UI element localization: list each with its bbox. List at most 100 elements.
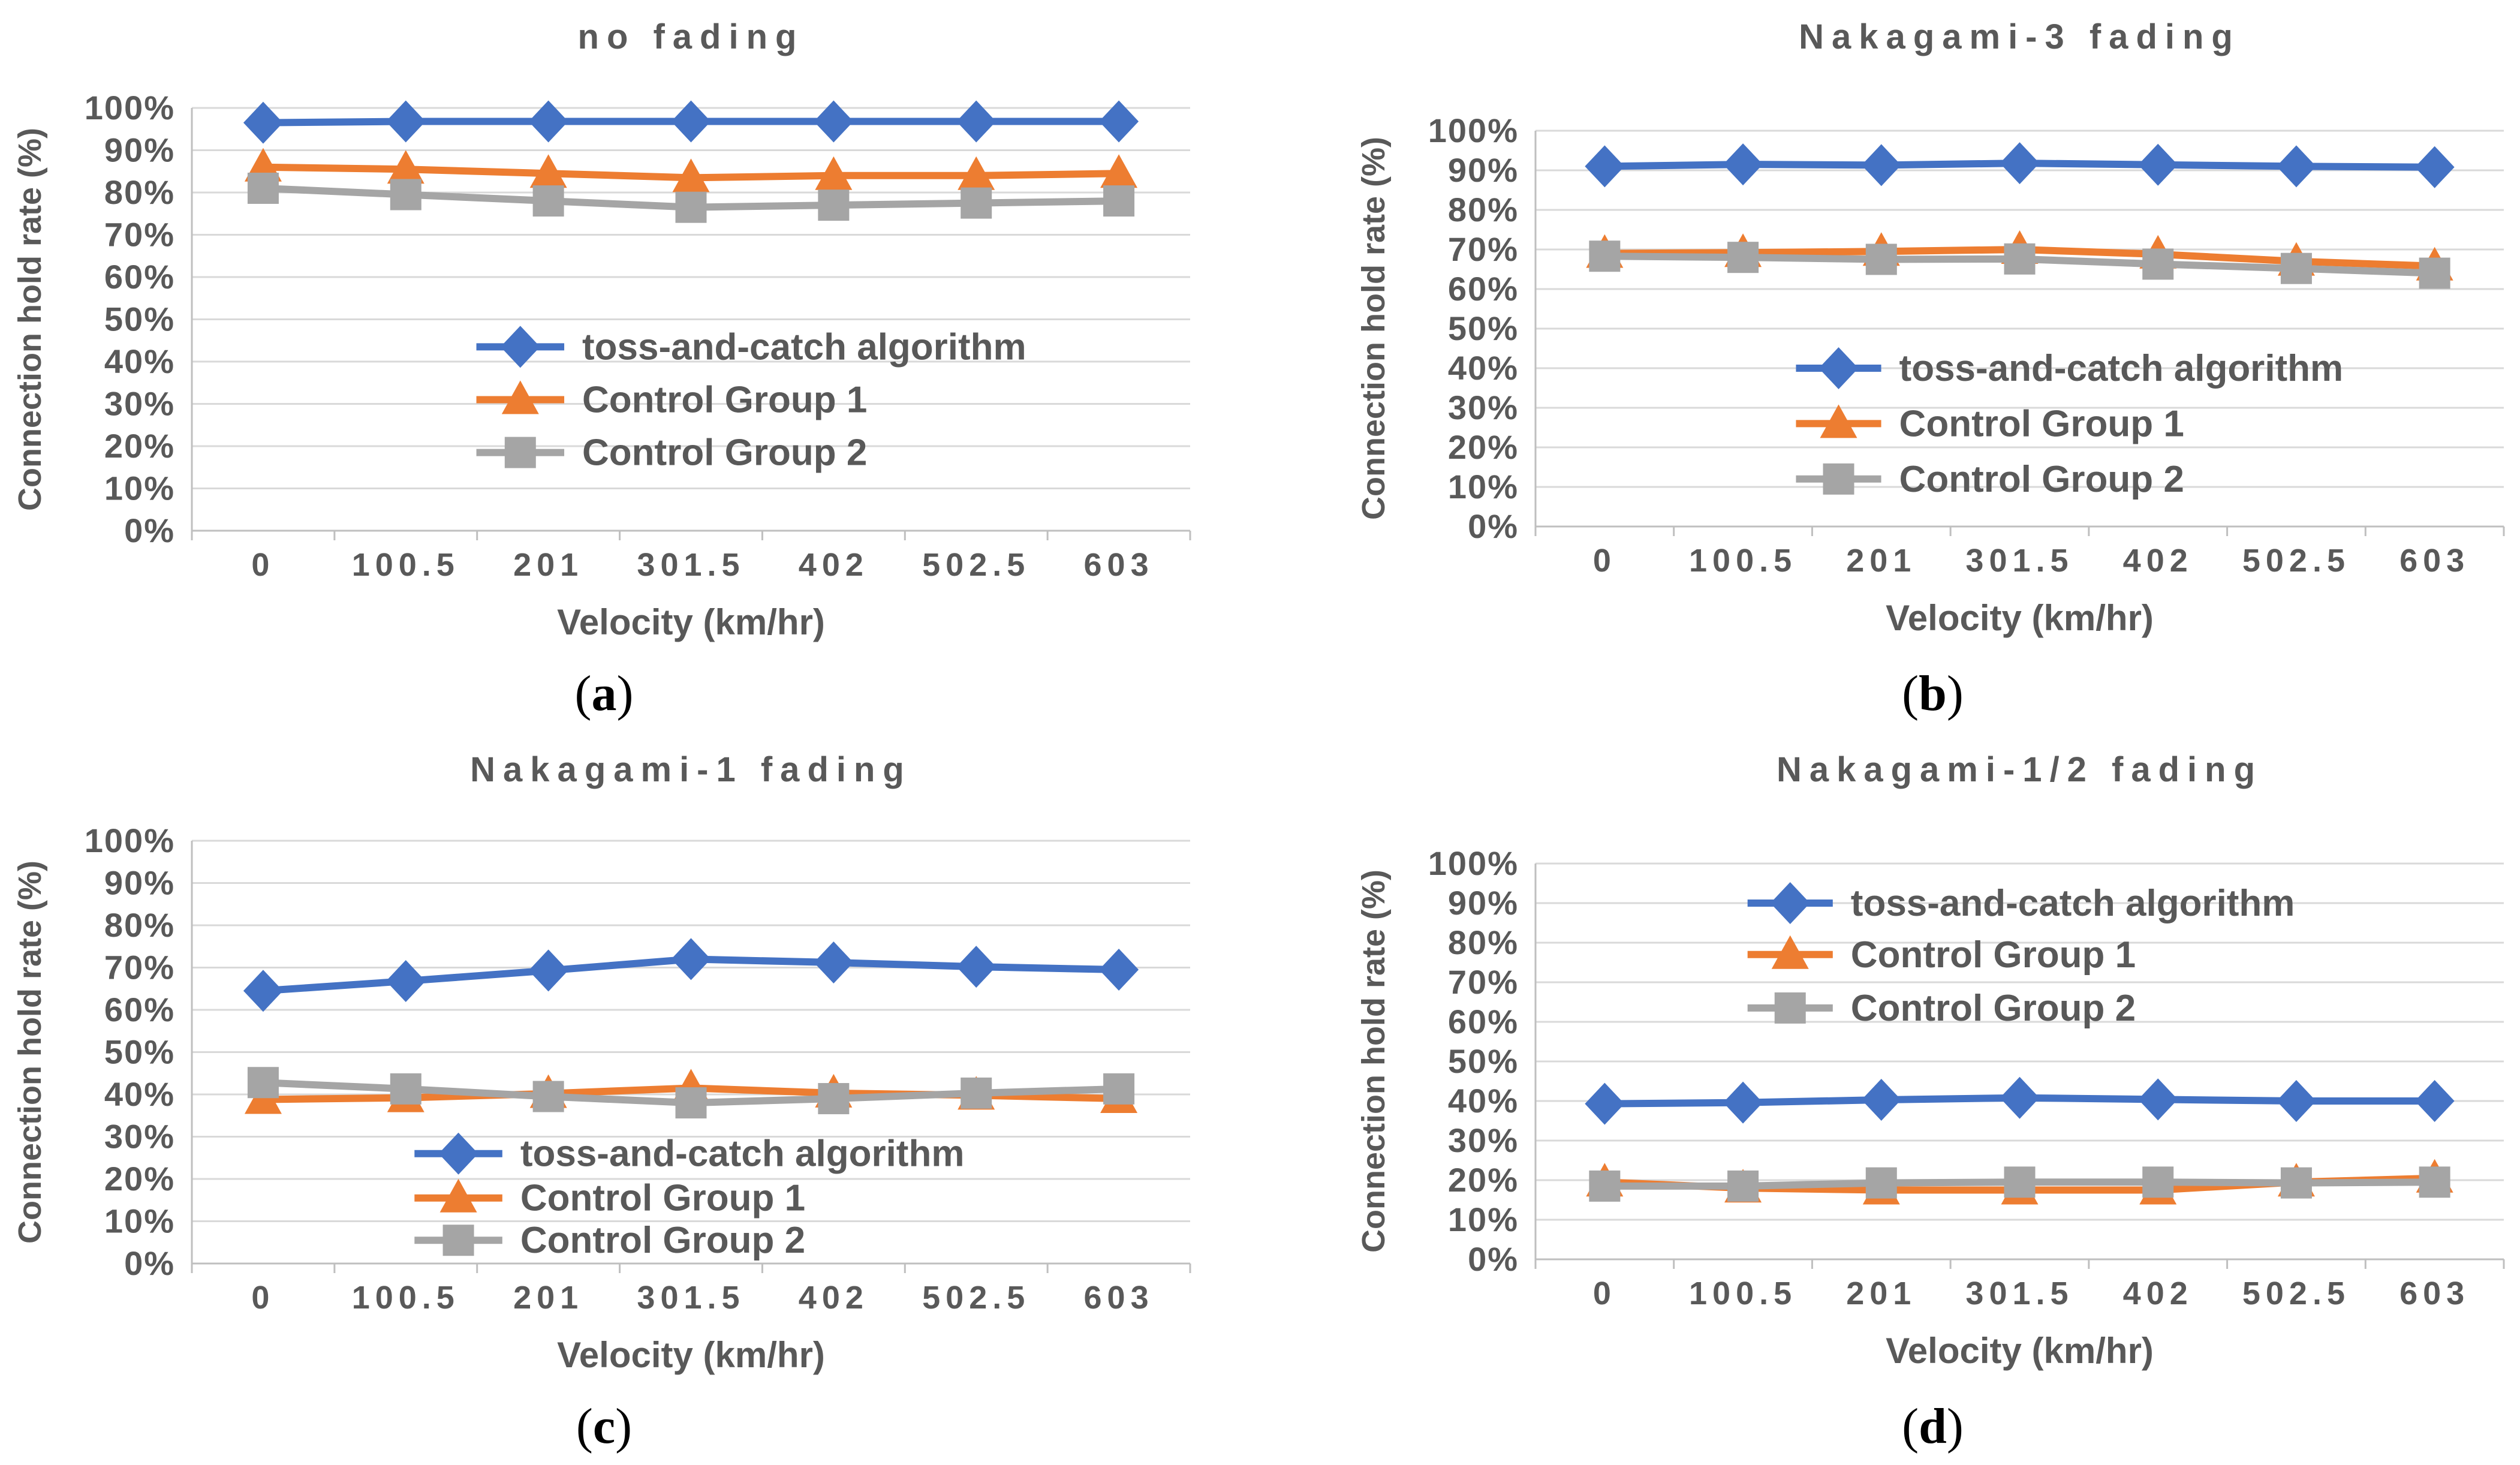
x-tick-label: 603	[1084, 547, 1154, 583]
legend-label: Control Group 2	[1899, 459, 2184, 500]
legend-label: toss-and-catch algorithm	[520, 1133, 965, 1174]
x-axis-title: Velocity (km/hr)	[1886, 598, 2154, 638]
x-tick-label: 603	[1084, 1280, 1154, 1316]
square-marker	[2419, 257, 2450, 289]
diamond-marker	[671, 937, 711, 980]
diamond-marker	[1819, 347, 1859, 389]
square-marker	[2004, 243, 2036, 275]
diamond-marker	[956, 945, 996, 988]
y-tick-label: 100%	[85, 822, 175, 859]
x-tick-label: 201	[513, 1280, 583, 1316]
y-tick-label: 40%	[104, 1075, 175, 1113]
x-tick-label: 100.5	[352, 547, 460, 583]
legend-label: Control Group 2	[520, 1220, 805, 1261]
square-marker	[1727, 242, 1759, 273]
x-tick-label: 603	[2399, 1276, 2470, 1311]
y-tick-label: 20%	[1448, 1161, 1519, 1199]
y-tick-label: 80%	[1448, 923, 1519, 961]
y-tick-label: 100%	[1428, 112, 1519, 149]
y-tick-label: 50%	[104, 1033, 175, 1070]
legend-label: Control Group 2	[1851, 987, 2136, 1028]
plot-area-d: 0%10%20%30%40%50%60%70%80%90%100% 0 100.5 2…	[1428, 844, 2505, 1311]
square-marker	[532, 1081, 564, 1112]
diamond-marker	[1099, 948, 1139, 991]
y-tick-label: 10%	[104, 1202, 175, 1240]
x-tick-label: 201	[513, 547, 583, 583]
x-tick-label: 502.5	[922, 547, 1030, 583]
panel-caption: (d)	[1902, 1397, 1964, 1455]
diamond-marker	[2138, 143, 2178, 186]
legend-label: toss-and-catch algorithm	[1851, 883, 2295, 924]
diamond-marker	[500, 326, 540, 368]
square-marker	[1589, 1170, 1621, 1202]
square-marker	[1865, 243, 1897, 275]
plot-area-b: 0%10%20%30%40%50%60%70%80%90%100% 0 100.5 2…	[1428, 112, 2505, 579]
x-tick-label: 201	[1846, 1276, 1916, 1311]
diamond-marker	[1723, 143, 1763, 186]
legend-label: Control Group 2	[582, 432, 867, 474]
x-tick-label: 301.5	[1965, 1276, 2073, 1311]
plot-area-c: 0% 10% 20% 30% 40% 50% 60% 70% 80% 90% 100% 0 100.5 2…	[85, 822, 1191, 1316]
y-tick-label: 70%	[104, 948, 175, 986]
square-marker	[1774, 992, 1806, 1024]
square-marker	[247, 1066, 279, 1098]
square-marker	[1103, 1073, 1135, 1105]
y-tick-label: 100%	[85, 89, 175, 127]
y-tick-label: 30%	[1448, 1121, 1519, 1159]
y-tick-label: 0%	[124, 512, 175, 549]
diamond-marker	[1585, 145, 1625, 188]
legend-label: Control Group 1	[520, 1177, 805, 1219]
x-tick-label: 301.5	[637, 1280, 745, 1316]
square-marker	[2142, 248, 2174, 280]
diamond-marker	[1585, 1082, 1625, 1125]
x-axis-title: Velocity (km/hr)	[1886, 1330, 2154, 1371]
caption-close-paren: )	[1946, 666, 1964, 721]
y-tick-label: 50%	[104, 300, 175, 338]
y-tick-label: 10%	[104, 470, 175, 507]
x-tick-label: 402	[2123, 543, 2193, 579]
y-tick-label: 70%	[1448, 963, 1519, 1001]
caption-letter: a	[591, 666, 617, 721]
x-tick-label: 0	[1593, 1276, 1616, 1311]
caption-close-paren: )	[615, 1398, 633, 1454]
triangle-marker	[501, 380, 539, 414]
square-marker	[818, 1082, 850, 1114]
y-tick-label: 40%	[1448, 1082, 1519, 1120]
legend-label: Control Group 1	[1899, 403, 2184, 444]
chart-panel-b: 0% 10% 20% 30% 40% 50% 60% 70% 80% 90% 100% 0 100.5 2…	[1260, 0, 2519, 732]
y-tick-label: 70%	[1448, 230, 1519, 268]
y-axis-title: Connection hold rate (%)	[1356, 870, 1392, 1253]
chart-panel-a: 0% 10% 20% 30% 40% 50% 60% 70% 80% 90% 100% 0 100.5 2…	[0, 0, 1260, 732]
x-tick-label: 0	[251, 547, 275, 583]
triangle-marker	[387, 150, 424, 184]
caption-letter: c	[592, 1398, 616, 1454]
diamond-marker	[528, 949, 568, 991]
square-marker	[2142, 1166, 2174, 1198]
square-marker	[1865, 1167, 1897, 1199]
x-tick-label: 100.5	[352, 1280, 460, 1316]
diamond-marker	[956, 100, 996, 143]
x-tick-label: 0	[251, 1280, 275, 1316]
square-marker	[2419, 1166, 2450, 1198]
triangle-marker	[1100, 154, 1138, 188]
x-tick-label: 301.5	[1965, 543, 2073, 579]
square-marker	[961, 1077, 992, 1109]
diamond-marker	[2414, 1079, 2455, 1122]
diamond-marker	[2000, 1076, 2040, 1119]
diamond-marker	[2276, 145, 2316, 188]
y-tick-label: 0%	[1468, 1240, 1519, 1278]
y-tick-label: 70%	[104, 216, 175, 254]
legend-label: toss-and-catch algorithm	[582, 326, 1026, 368]
diamond-marker	[243, 101, 283, 144]
y-tick-label: 30%	[104, 385, 175, 423]
diamond-marker	[671, 100, 711, 143]
y-tick-label: 30%	[104, 1117, 175, 1155]
triangle-marker	[815, 156, 853, 190]
square-marker	[675, 191, 707, 223]
y-tick-label: 80%	[104, 906, 175, 944]
square-marker	[1823, 463, 1854, 495]
chart-panel-d: 0% 10% 20% 30% 40% 50% 60% 70% 80% 90% 100% 0 100.5 2…	[1260, 733, 2519, 1465]
y-tick-label: 10%	[1448, 1201, 1519, 1238]
caption-open-paren: (	[1902, 666, 1919, 721]
